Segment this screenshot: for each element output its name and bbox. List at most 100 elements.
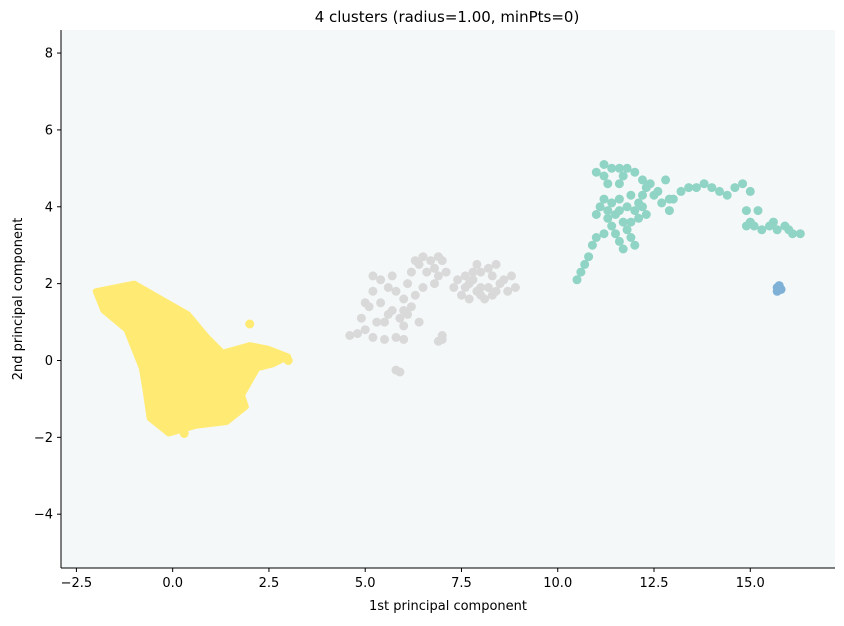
data-point — [603, 179, 613, 189]
data-point — [626, 190, 636, 200]
data-point — [641, 210, 651, 219]
data-point — [380, 334, 389, 344]
data-point — [691, 183, 701, 193]
data-point — [483, 283, 493, 292]
data-point — [441, 267, 451, 277]
y-tick-label: −4 — [34, 508, 53, 523]
data-point — [722, 190, 732, 200]
data-point — [476, 283, 486, 292]
data-point — [638, 190, 647, 200]
data-point — [776, 284, 786, 294]
data-point — [495, 279, 505, 289]
data-point — [410, 290, 420, 300]
cluster-4 — [772, 281, 786, 296]
data-point — [741, 206, 751, 216]
data-point — [707, 183, 717, 193]
y-tick-label: 8 — [45, 47, 53, 62]
data-point — [376, 298, 386, 308]
data-point — [437, 256, 447, 266]
data-point — [738, 179, 748, 189]
data-point — [503, 286, 513, 296]
y-tick-label: 0 — [45, 354, 53, 369]
data-point — [676, 186, 686, 196]
data-point — [468, 267, 478, 277]
data-point — [618, 217, 628, 227]
data-point — [638, 202, 647, 212]
data-point — [661, 175, 671, 185]
cluster-1-dense-region — [92, 280, 292, 437]
data-point — [460, 271, 470, 281]
x-tick-label: 10.0 — [543, 576, 572, 591]
data-point — [391, 332, 401, 342]
data-point — [591, 233, 601, 242]
data-point — [360, 325, 370, 335]
data-point — [630, 206, 640, 216]
data-point — [584, 252, 594, 262]
data-point — [387, 271, 397, 281]
data-point — [383, 283, 393, 292]
chart-title: 4 clusters (radius=1.00, minPts=0) — [315, 8, 580, 26]
plot-area — [61, 30, 835, 568]
data-point — [599, 171, 609, 181]
data-point — [460, 283, 470, 292]
x-tick-label: 0.0 — [162, 576, 183, 591]
data-point — [345, 331, 355, 340]
data-point — [468, 275, 478, 285]
data-point — [645, 179, 655, 189]
data-point — [580, 259, 590, 269]
cluster-1 — [92, 280, 293, 438]
data-point — [753, 206, 763, 216]
data-point — [464, 294, 474, 304]
data-point — [757, 225, 767, 235]
data-point — [614, 163, 624, 173]
data-point — [595, 202, 605, 212]
data-point — [399, 321, 409, 331]
data-point — [368, 271, 378, 281]
data-point — [399, 294, 409, 304]
data-point — [626, 217, 636, 227]
data-point — [630, 167, 640, 177]
data-point — [618, 171, 628, 181]
data-point — [576, 267, 586, 277]
data-point — [376, 275, 386, 285]
data-point — [634, 213, 644, 223]
data-point — [422, 267, 432, 277]
data-point — [622, 163, 632, 173]
data-point — [368, 332, 378, 342]
data-point — [587, 240, 597, 250]
data-point — [399, 306, 409, 315]
y-tick-label: 6 — [45, 123, 53, 138]
data-point — [653, 186, 663, 196]
data-point — [603, 206, 613, 216]
x-tick-label: 15.0 — [736, 576, 765, 591]
data-point — [745, 186, 755, 196]
y-tick-label: 4 — [45, 200, 53, 215]
cluster-2 — [345, 252, 520, 377]
data-marks — [92, 160, 805, 438]
data-point — [414, 317, 424, 327]
data-point — [618, 244, 628, 254]
data-point — [664, 206, 674, 216]
data-point — [95, 288, 104, 298]
data-point — [403, 279, 413, 289]
data-point — [476, 267, 486, 277]
data-point — [395, 313, 405, 323]
cluster-3 — [572, 160, 805, 285]
data-point — [272, 354, 282, 364]
data-point — [607, 163, 617, 173]
data-point — [472, 259, 482, 269]
data-point — [599, 160, 609, 169]
data-point — [353, 329, 362, 339]
data-point — [614, 236, 624, 246]
data-point — [491, 286, 501, 296]
data-point — [772, 225, 782, 235]
data-point — [433, 336, 443, 346]
data-point — [599, 194, 609, 204]
data-point — [430, 263, 439, 273]
data-point — [179, 429, 189, 438]
data-point — [591, 210, 601, 219]
data-point — [507, 271, 516, 281]
data-point — [399, 334, 409, 344]
data-point — [657, 198, 667, 208]
x-axis-ticks: −2.5 0.0 2.5 5.0 7.5 10.0 12.5 15.0 — [61, 568, 765, 591]
